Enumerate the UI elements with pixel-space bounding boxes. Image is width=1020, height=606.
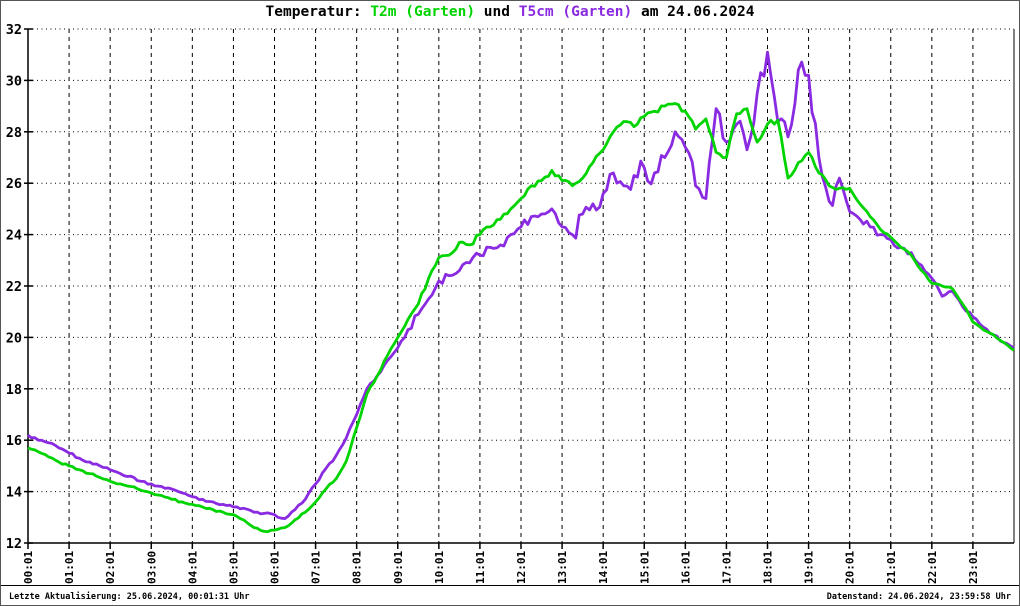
y-tick-label: 20 [6, 330, 22, 346]
y-tick-label: 24 [6, 228, 22, 244]
x-tick-label: 23:01 [967, 551, 980, 584]
x-tick-label: 05:01 [227, 551, 240, 584]
footer: Letzte Aktualisierung: 25.06.2024, 00:01… [1, 589, 1019, 605]
x-tick-label: 14:01 [597, 551, 610, 584]
x-tick-label: 13:01 [556, 551, 569, 584]
x-tick-label: 12:01 [515, 551, 528, 584]
x-tick-label: 06:01 [269, 551, 282, 584]
last-update-text: Letzte Aktualisierung: 25.06.2024, 00:01… [9, 592, 250, 602]
y-tick-label: 30 [6, 73, 22, 89]
x-tick-label: 11:01 [474, 551, 487, 584]
x-tick-label: 22:01 [926, 551, 939, 584]
x-tick-label: 01:01 [63, 551, 76, 584]
y-tick-label: 18 [6, 382, 22, 398]
footer-separator [1, 585, 1019, 586]
series-line-t5cm [27, 50, 1015, 520]
y-tick-label: 14 [6, 485, 22, 501]
y-tick-label: 12 [6, 536, 22, 552]
y-tick-label: 32 [6, 22, 22, 38]
x-tick-label: 07:01 [310, 551, 323, 584]
x-tick-label: 09:01 [392, 551, 405, 584]
title-suffix: am 24.06.2024 [632, 4, 755, 20]
x-tick-label: 10:01 [433, 551, 446, 584]
x-tick-label: 18:01 [762, 551, 775, 584]
y-tick-label: 22 [6, 279, 22, 295]
x-tick-label: 02:01 [104, 551, 117, 584]
title-series2-label: T5cm (Garten) [518, 4, 633, 20]
y-tick-label: 26 [6, 176, 22, 192]
x-tick-label: 17:01 [720, 551, 733, 584]
x-tick-label: 04:01 [186, 551, 199, 584]
title-prefix: Temperatur: [265, 4, 371, 20]
x-tick-label: 16:01 [679, 551, 692, 584]
x-tick-label: 21:01 [885, 551, 898, 584]
x-tick-label: 00:01 [22, 551, 35, 584]
series-line-t2m [27, 102, 1015, 534]
chart-title: Temperatur: T2m (Garten) und T5cm (Garte… [1, 4, 1019, 20]
title-series1-label: T2m (Garten) [370, 4, 476, 20]
y-tick-label: 16 [6, 433, 22, 449]
x-tick-label: 20:01 [844, 551, 857, 584]
x-tick-label: 08:01 [351, 551, 364, 584]
title-middle: und [475, 4, 519, 20]
data-timestamp-text: Datenstand: 24.06.2024, 23:59:58 Uhr [826, 592, 1011, 602]
x-tick-label: 19:01 [803, 551, 816, 584]
x-tick-label: 15:01 [638, 551, 651, 584]
y-tick-label: 28 [6, 125, 22, 141]
x-tick-label: 03:00 [145, 551, 158, 584]
